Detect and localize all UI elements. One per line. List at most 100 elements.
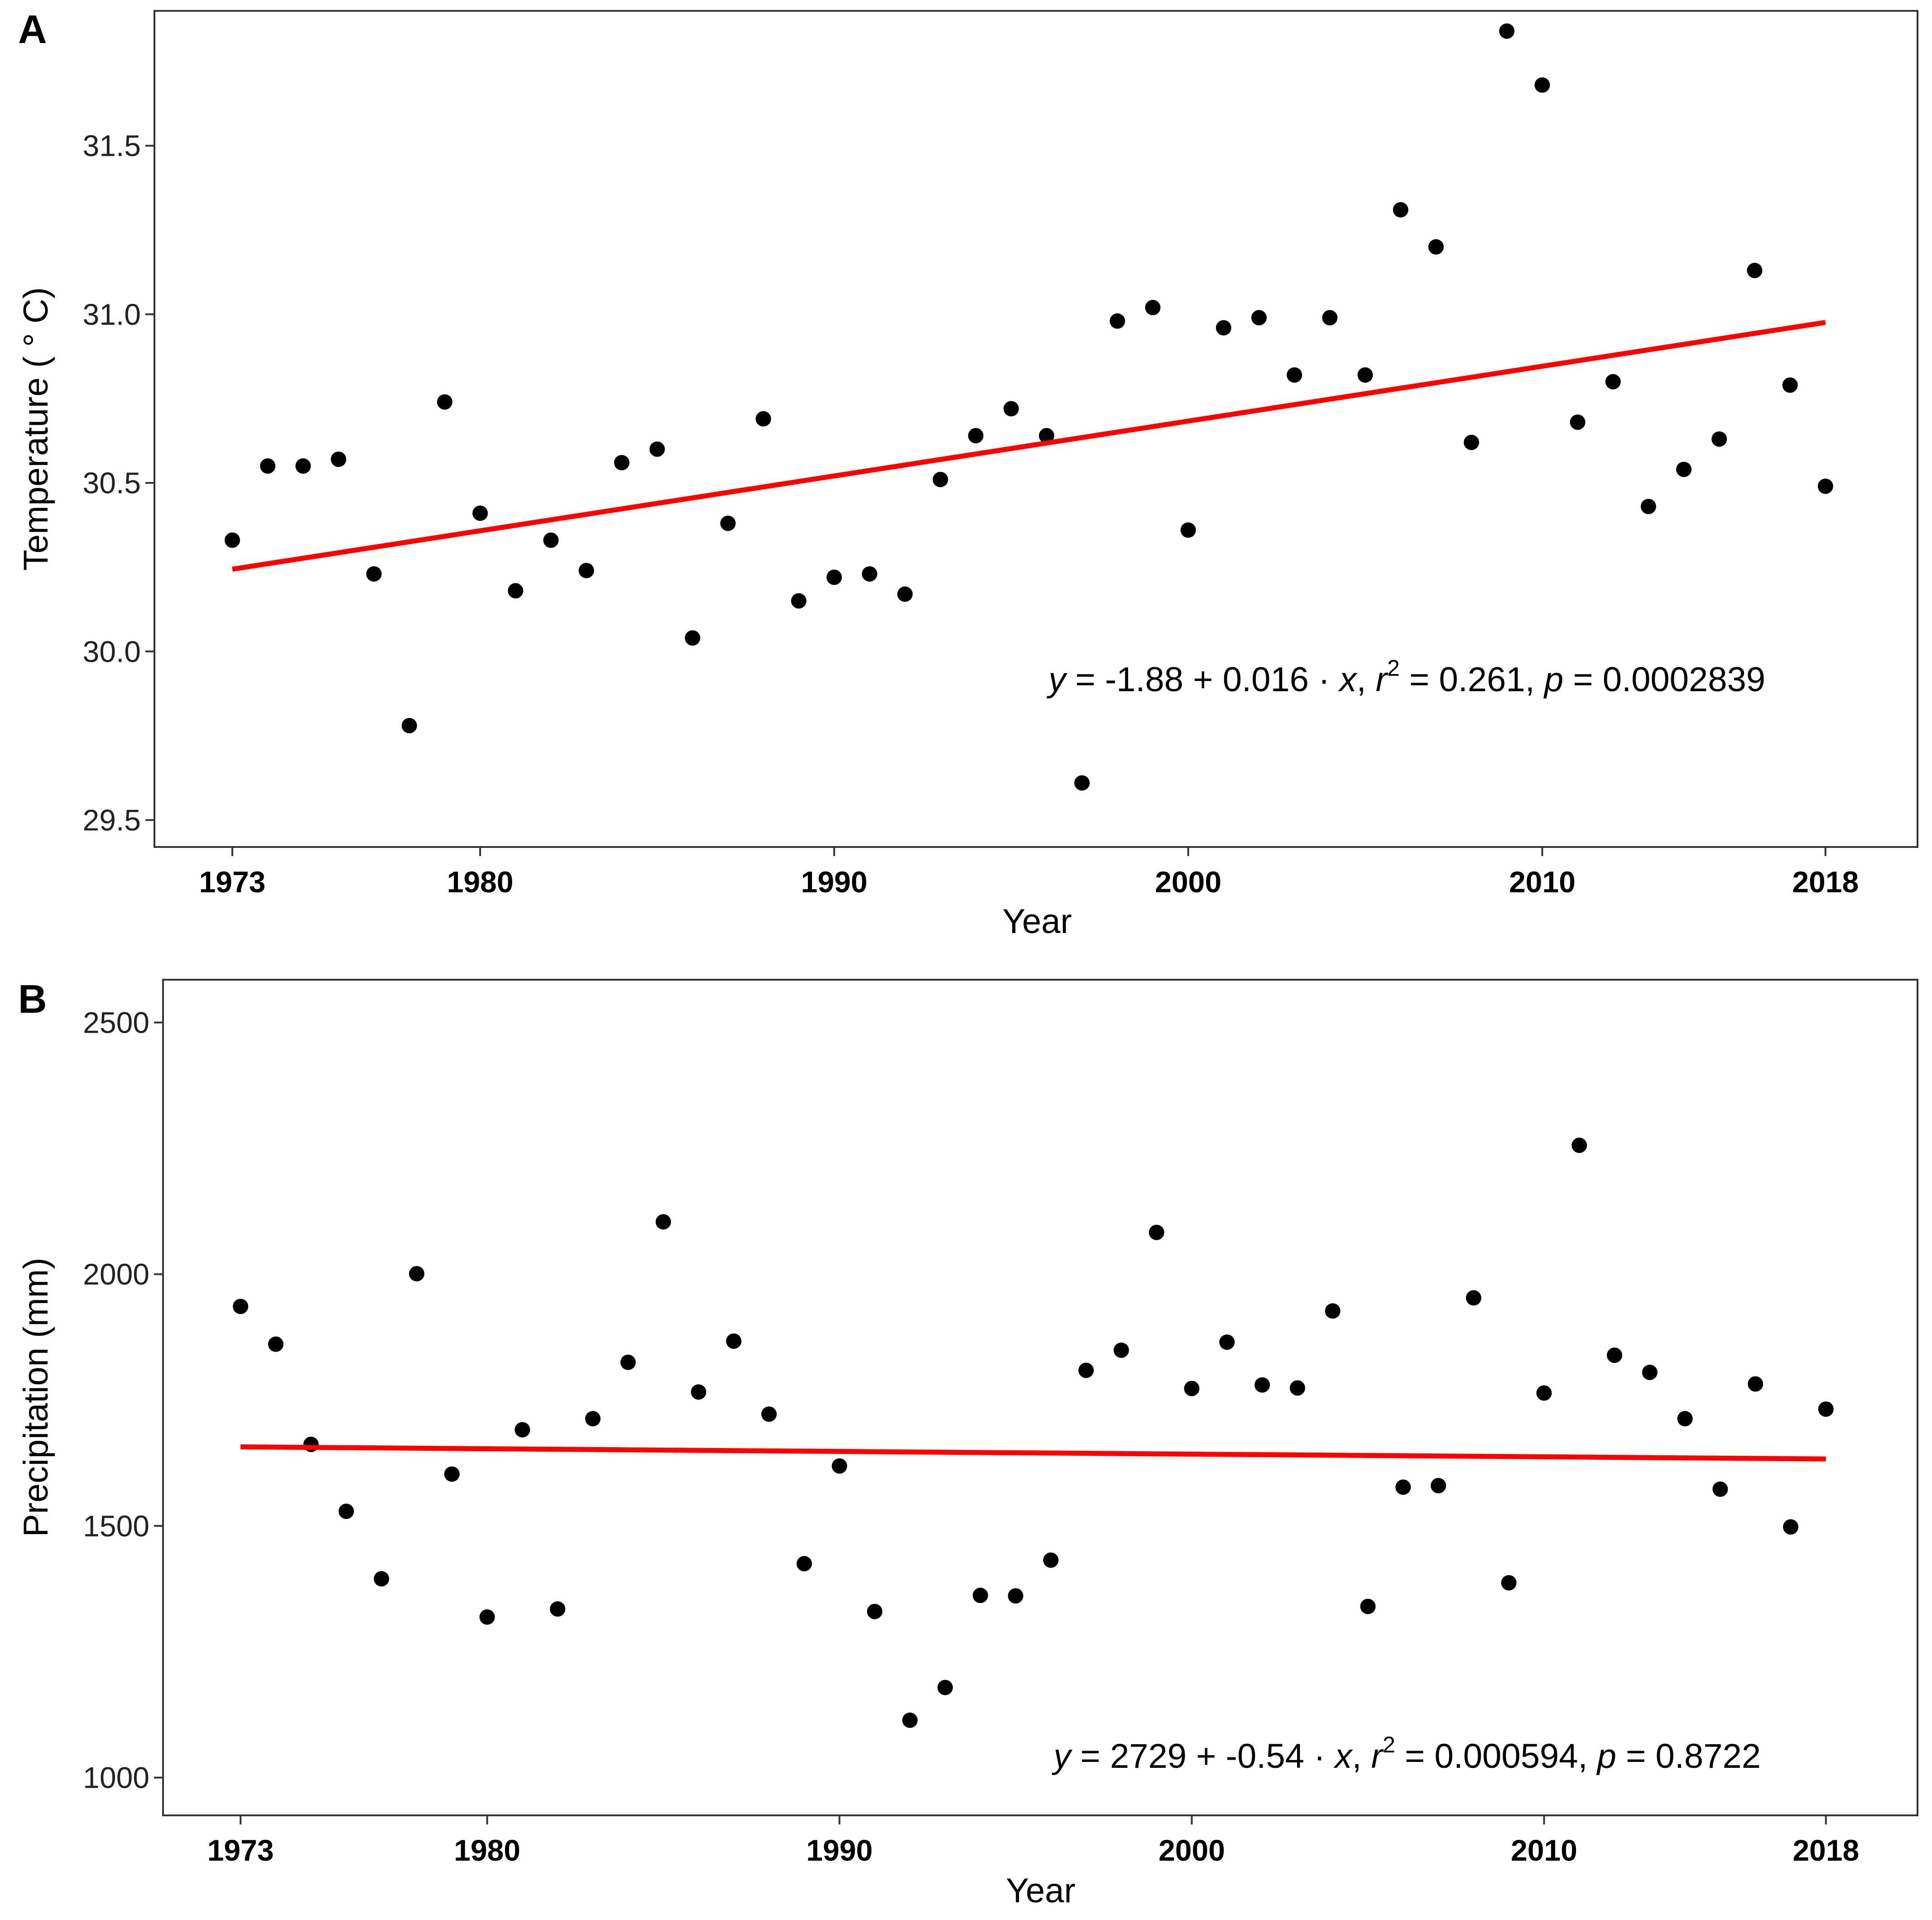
panel-b-y-tick-label: 1500 bbox=[83, 1509, 149, 1543]
panel-b-data-point bbox=[867, 1603, 883, 1619]
panel-b-data-point bbox=[1360, 1598, 1376, 1614]
panel-a-axes: 29.5 30.0 30.5 31.0 31.5 1973 1980 1990 2000 2010… bbox=[83, 129, 1859, 899]
panel-b-data-point bbox=[1572, 1137, 1587, 1153]
panel-a-y-tick-label: 30.0 bbox=[83, 635, 141, 668]
panel-b-data-point bbox=[691, 1384, 706, 1400]
panel-a-data-point bbox=[1287, 367, 1302, 383]
panel-a-x-tick-label: 1990 bbox=[801, 865, 868, 899]
panel-b-data-point bbox=[1501, 1575, 1517, 1591]
panel-a-data-point bbox=[331, 451, 346, 467]
panel-a-data-point bbox=[437, 394, 453, 410]
panel-b-data-point bbox=[479, 1609, 495, 1625]
panel-a-letter: A bbox=[18, 7, 47, 52]
panel-b-data-point bbox=[268, 1336, 284, 1352]
panel-a-data-point bbox=[720, 515, 736, 531]
panel-a-data-point bbox=[224, 532, 240, 548]
panel-b-x-axis-title: Year bbox=[1006, 1872, 1076, 1910]
panel-a-data-point bbox=[1817, 478, 1833, 494]
panel-a-data-point bbox=[1251, 310, 1267, 326]
panel-a-regression-line bbox=[232, 320, 1826, 572]
panel-a-data-point bbox=[401, 718, 417, 734]
panel-b-data-point bbox=[1536, 1385, 1552, 1401]
panel-a-data-point bbox=[614, 455, 630, 471]
panel-a-x-tick-label: 2010 bbox=[1509, 865, 1576, 899]
panel-b-data-point bbox=[444, 1466, 460, 1482]
panel-a-data-point bbox=[1393, 202, 1408, 218]
panel-b-data-point bbox=[937, 1679, 953, 1695]
panel-b-y-tick-label: 2000 bbox=[83, 1257, 149, 1291]
panel-a-x-tick-label: 1973 bbox=[199, 865, 266, 899]
panel-a-data-point bbox=[968, 428, 984, 443]
panel-b-plot-frame bbox=[162, 979, 1918, 1816]
panel-a-data-point bbox=[1747, 263, 1763, 279]
panel-a-data-point bbox=[1110, 313, 1125, 329]
panel-b-data-point bbox=[1783, 1519, 1798, 1535]
panel-b-points bbox=[233, 1137, 1834, 1728]
panel-a-plot-frame bbox=[154, 10, 1918, 848]
panel-b-y-tick-label: 1000 bbox=[83, 1761, 149, 1795]
panel-a-data-point bbox=[1180, 522, 1196, 538]
panel-b-data-point bbox=[1431, 1478, 1447, 1494]
panel-a-data-point bbox=[295, 458, 311, 474]
panel-a-points bbox=[224, 23, 1833, 791]
panel-b-data-point bbox=[1677, 1411, 1693, 1427]
panel-a-data-point bbox=[1676, 462, 1692, 477]
panel-a-data-point bbox=[472, 505, 488, 521]
panel-b-data-point bbox=[1606, 1347, 1622, 1363]
panel-a-data-point bbox=[260, 458, 276, 474]
panel-b-x-tick-label: 2000 bbox=[1158, 1833, 1225, 1867]
panel-a-y-tick-label: 29.5 bbox=[83, 803, 141, 837]
panel-a-data-point bbox=[862, 566, 878, 582]
panel-b-data-point bbox=[1289, 1380, 1305, 1396]
panel-a-data-point bbox=[1464, 434, 1480, 450]
panel-b-data-point bbox=[1395, 1479, 1411, 1495]
panel-b-x-tick-label: 1973 bbox=[207, 1833, 274, 1867]
panel-a-data-point bbox=[1074, 775, 1090, 791]
panel-b-data-point bbox=[1712, 1481, 1728, 1497]
panel-a-data-point bbox=[1428, 239, 1444, 255]
panel-a-data-point bbox=[1357, 367, 1373, 383]
panel-a-data-point bbox=[1534, 77, 1550, 93]
panel-b-data-point bbox=[1078, 1362, 1094, 1378]
panel-b-data-point bbox=[1184, 1381, 1200, 1396]
panel-a-data-point bbox=[578, 563, 594, 578]
panel-a-data-point bbox=[508, 583, 524, 599]
panel-a-data-point bbox=[1640, 499, 1656, 515]
panel-a-data-point bbox=[1782, 377, 1798, 393]
panel-a-data-point bbox=[1038, 428, 1054, 443]
panel-a-x-tick-label: 2018 bbox=[1792, 865, 1859, 899]
panel-a-data-point bbox=[932, 472, 948, 487]
panel-b-data-point bbox=[233, 1299, 249, 1314]
panel-a-data-point bbox=[1711, 431, 1727, 447]
panel-a-x-tick-label: 1980 bbox=[447, 865, 514, 899]
panel-b-data-point bbox=[1254, 1377, 1270, 1393]
panel-a-data-point bbox=[366, 566, 382, 582]
panel-b-data-point bbox=[1008, 1588, 1024, 1604]
panel-b-data-point bbox=[1466, 1290, 1481, 1306]
panel-a-data-point bbox=[1322, 310, 1338, 326]
panel-a-temperature-chart: A 29.5 30.0 30.5 31.0 31.5 1973 1980 1990 2000 20… bbox=[17, 7, 1918, 941]
panel-b-regression-line bbox=[240, 1444, 1826, 1462]
panel-b-data-point bbox=[726, 1333, 742, 1349]
panel-a-data-point bbox=[791, 593, 807, 609]
panel-b-data-point bbox=[972, 1588, 988, 1603]
panel-b-data-point bbox=[831, 1458, 847, 1474]
panel-b-equation: y = 2729 + -0.54 · x, r2 = 0.000594, p =… bbox=[1051, 1732, 1761, 1776]
panel-b-x-tick-label: 1990 bbox=[806, 1833, 873, 1867]
panel-b-axes: 1000 1500 2000 2500 1973 1980 1990 2000 2010 2018 bbox=[83, 1006, 1859, 1867]
panel-b-data-point bbox=[620, 1354, 636, 1370]
panel-a-data-point bbox=[1570, 414, 1586, 430]
panel-b-data-point bbox=[1642, 1364, 1658, 1380]
panel-a-equation: y = -1.88 + 0.016 · x, r2 = 0.261, p = 0… bbox=[1046, 655, 1765, 699]
panel-a-data-point bbox=[1145, 300, 1161, 316]
panel-b-letter: B bbox=[18, 977, 47, 1021]
panel-b-x-tick-label: 2010 bbox=[1511, 1833, 1577, 1867]
panel-b-data-point bbox=[1149, 1224, 1164, 1240]
panel-b-data-point bbox=[550, 1601, 566, 1617]
panel-b-data-point bbox=[1748, 1376, 1764, 1392]
panel-b-data-point bbox=[338, 1503, 354, 1519]
panel-a-y-tick-label: 31.0 bbox=[83, 298, 141, 331]
panel-b-data-point bbox=[1818, 1401, 1834, 1417]
panel-b-y-tick-label: 2500 bbox=[83, 1006, 149, 1039]
